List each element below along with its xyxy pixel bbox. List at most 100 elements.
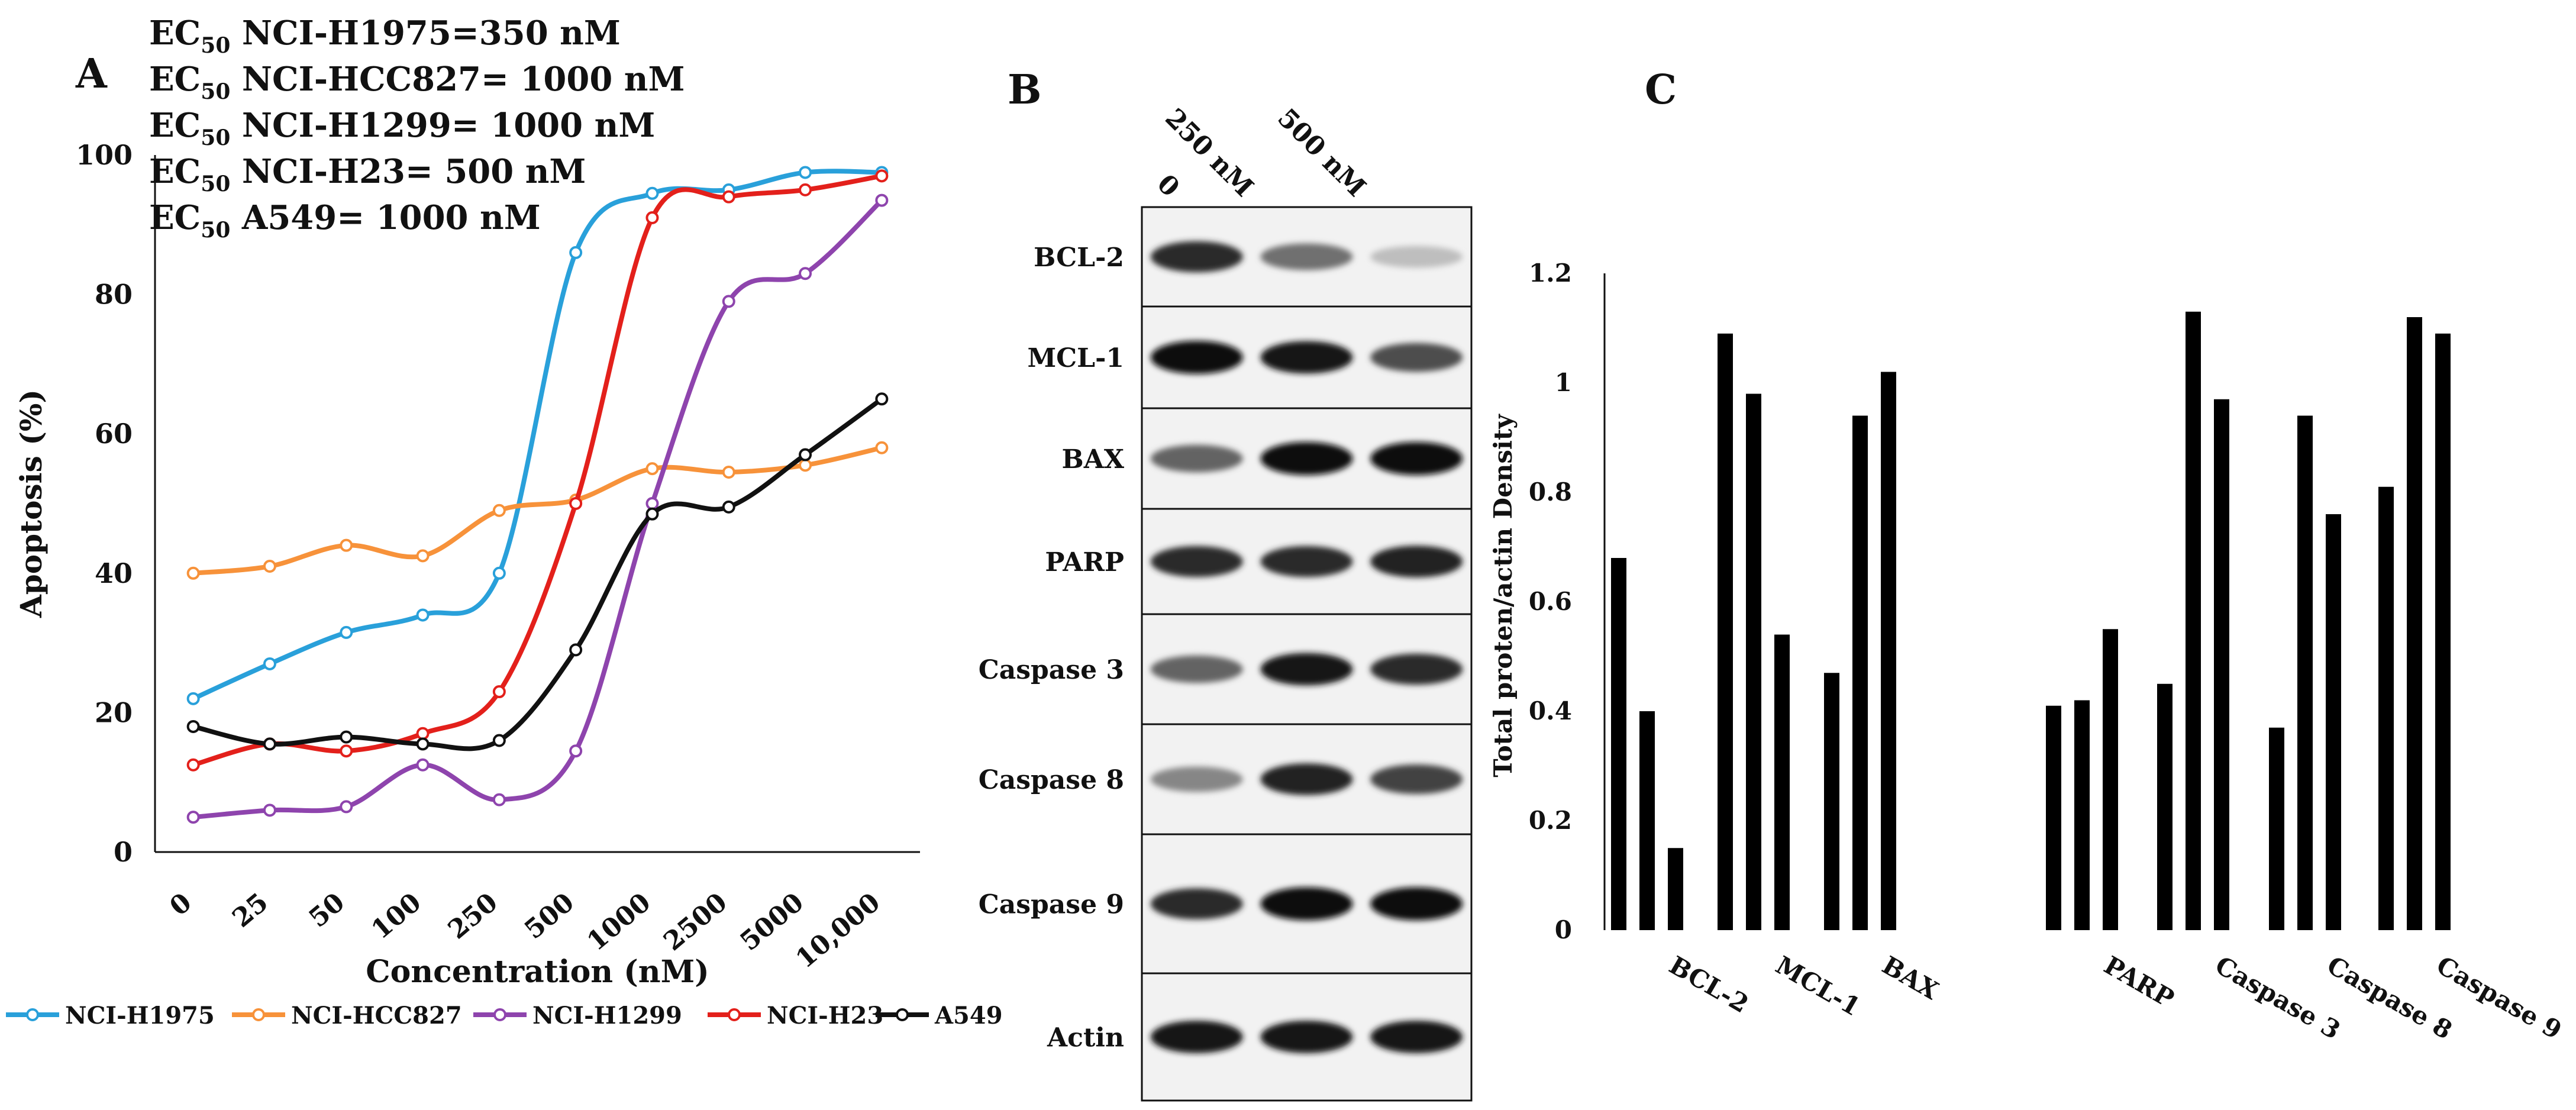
blot-band	[1370, 764, 1463, 794]
x-tick-label: Caspase 9	[2432, 950, 2567, 1045]
y-axis-label: Apoptosis (%)	[14, 389, 49, 618]
blot-band	[1150, 546, 1243, 577]
data-point	[186, 692, 200, 705]
data-point	[875, 169, 889, 183]
bar	[1881, 372, 1896, 930]
blot-row-label: MCL-1	[1027, 343, 1124, 373]
data-point	[722, 500, 735, 514]
bar	[1611, 558, 1626, 930]
data-point	[645, 462, 659, 476]
bar	[1852, 415, 1868, 930]
blot-band	[1260, 653, 1353, 686]
ec50-list: EC50 NCI-H1975=350 nM EC50 NCI-HCC827= 1…	[149, 14, 685, 243]
data-point	[492, 504, 506, 517]
x-tick-label: Caspase 3	[2210, 950, 2345, 1045]
data-point	[799, 448, 812, 462]
y-tick-label: 100	[76, 139, 133, 171]
data-point	[722, 465, 735, 479]
blot-band	[1260, 887, 1353, 921]
x-tick-label: 25	[227, 887, 274, 933]
bar	[1639, 711, 1655, 930]
data-point	[799, 459, 812, 472]
data-point	[492, 734, 506, 747]
bar	[2269, 727, 2284, 930]
legend-marker	[252, 1008, 265, 1021]
panel-label-b: B	[1008, 66, 1041, 114]
blot-row-label: BAX	[1062, 444, 1125, 475]
data-point	[263, 560, 276, 573]
y-tick-label: 40	[95, 557, 133, 589]
bar	[2103, 629, 2118, 930]
data-point	[875, 392, 889, 406]
data-point	[722, 190, 735, 204]
legend-marker	[26, 1008, 39, 1021]
data-point	[186, 566, 200, 580]
blot-row-label: Actin	[1047, 1023, 1124, 1053]
blot-band	[1370, 546, 1463, 577]
y-tick-label: 0.8	[1529, 477, 1572, 506]
data-point	[416, 727, 430, 740]
data-point	[799, 267, 812, 280]
blot-band	[1260, 243, 1353, 270]
ec50-line: EC50 NCI-H23= 500 nM	[149, 152, 586, 196]
x-tick-label: BAX	[1877, 950, 1944, 1005]
line-chart-series	[186, 166, 889, 824]
blot-row-label: Caspase 8	[979, 765, 1124, 795]
x-axis-label: Concentration (nM)	[366, 954, 709, 990]
bar	[2074, 700, 2090, 930]
x-tick-label: 1000	[582, 887, 657, 957]
series-line	[192, 173, 883, 767]
y-tick-label: 60	[95, 418, 133, 450]
data-point	[569, 744, 583, 758]
x-tick-label: 250	[443, 887, 503, 945]
bar	[1824, 673, 1839, 930]
y-tick-label: 0	[1555, 915, 1572, 944]
legend-label: A549	[934, 1002, 1003, 1030]
bar	[1774, 634, 1790, 930]
data-point	[569, 643, 583, 657]
blot-row-label: Caspase 9	[979, 890, 1124, 920]
blot-band	[1150, 341, 1243, 374]
data-point	[186, 811, 200, 824]
blot-band	[1150, 241, 1243, 273]
bar	[2435, 333, 2451, 930]
data-point	[416, 758, 430, 772]
blot-column-label: 0	[1151, 169, 1186, 203]
bar	[2326, 514, 2341, 930]
x-tick-label: 50	[304, 887, 351, 933]
blot-band	[1370, 1021, 1463, 1053]
panel-label-a: A	[75, 50, 108, 98]
blot-row-label: Caspase 3	[979, 655, 1124, 685]
blot-row-label: BCL-2	[1034, 243, 1124, 273]
data-point	[799, 166, 812, 179]
data-point	[875, 193, 889, 207]
data-point	[186, 719, 200, 733]
data-point	[492, 793, 506, 806]
data-point	[645, 211, 659, 225]
bar	[2297, 415, 2313, 930]
y-tick-label: 1.2	[1529, 259, 1572, 288]
legend-label: NCI-HCC827	[291, 1002, 462, 1030]
data-point	[569, 497, 583, 510]
series-line	[192, 169, 882, 701]
ec50-line: EC50 NCI-H1975=350 nM	[149, 14, 621, 58]
x-tick-label: 0	[164, 887, 197, 922]
series-line	[193, 198, 884, 820]
blot-band	[1150, 766, 1243, 792]
x-tick-label: Caspase 8	[2322, 950, 2457, 1045]
data-point	[263, 657, 276, 670]
blot-band	[1370, 653, 1463, 685]
y-tick-label: 20	[95, 696, 133, 728]
data-point	[875, 441, 889, 454]
blot-band	[1260, 442, 1353, 475]
blot-band	[1370, 442, 1463, 475]
blot-band	[1370, 343, 1463, 372]
y-tick-label: 0.2	[1529, 806, 1572, 835]
data-point	[645, 497, 659, 510]
series-line	[192, 397, 883, 751]
data-point	[569, 246, 583, 259]
data-point	[340, 800, 353, 814]
ec50-line: EC50 A549= 1000 nM	[149, 198, 541, 243]
blot-band	[1260, 341, 1353, 374]
